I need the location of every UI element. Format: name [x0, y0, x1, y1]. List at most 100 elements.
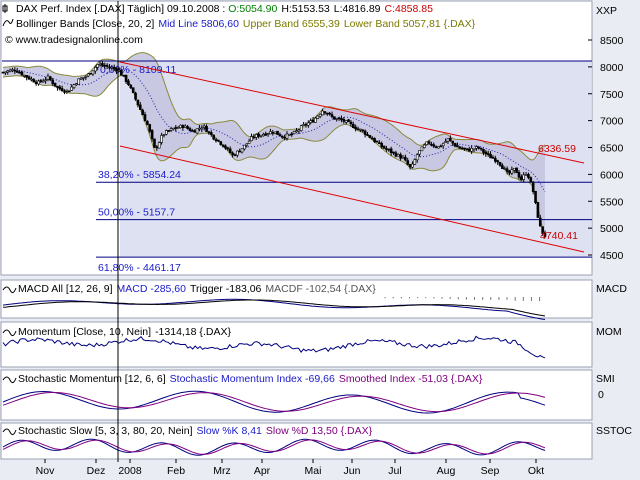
x-tick-label: Okt: [528, 465, 544, 477]
candle-body: [373, 138, 376, 143]
channel-lower-line: [119, 145, 585, 253]
candle-body: [399, 154, 402, 159]
candle-body: [418, 150, 421, 155]
candle-body: [172, 127, 175, 130]
sstoc-axis-label: SSTOC: [596, 425, 632, 437]
macd-icon: [2, 286, 17, 294]
y-tick-label: 7500: [600, 89, 624, 101]
candle-body: [392, 151, 395, 154]
candle-body: [96, 64, 99, 68]
candle-body: [449, 138, 452, 141]
candle-body: [508, 170, 511, 174]
candle-body: [302, 124, 305, 126]
candle-body: [463, 147, 466, 150]
y-tick-label: 6500: [600, 143, 624, 155]
candle-body: [404, 156, 407, 161]
candle-body: [63, 91, 66, 93]
candle-body: [333, 116, 336, 120]
candle-body: [138, 104, 142, 110]
smi-smoothed-line: [2, 392, 546, 413]
x-tick-label: Sep: [481, 465, 500, 477]
candle-body: [134, 92, 137, 100]
candle-body: [27, 76, 31, 80]
fib-label: 50,00% - 5157.7: [98, 207, 175, 219]
candle-body: [349, 121, 353, 125]
candle-body: [176, 127, 180, 129]
candle-body: [181, 125, 185, 129]
momentum-icon: [2, 329, 17, 337]
candle-body: [441, 143, 445, 146]
bollinger-legend-icon: [2, 18, 14, 27]
candle-body: [422, 144, 426, 148]
macd-axis-label: MACD: [596, 283, 627, 295]
candle-body: [11, 69, 14, 71]
candle-body: [451, 140, 454, 144]
x-tick-label: 2008: [118, 465, 142, 477]
candle-body: [380, 143, 383, 148]
smi-value: Stochastic Momentum Index -69,66: [170, 373, 335, 385]
candle-body: [41, 80, 45, 83]
candle-body: [186, 126, 189, 129]
candle-body: [219, 141, 223, 145]
candle-body: [408, 163, 412, 168]
candle-body: [188, 128, 192, 132]
candle-body: [247, 140, 251, 144]
candle-body: [432, 144, 436, 147]
candle-body: [129, 84, 133, 89]
candle-body: [143, 114, 147, 122]
candle-body: [60, 88, 64, 92]
candle-body: [254, 134, 258, 138]
candle-body: [359, 128, 362, 131]
candle-body: [257, 133, 260, 137]
candle-body: [444, 141, 447, 143]
candle-body: [401, 156, 405, 159]
candle-body: [328, 112, 331, 115]
candle-body: [387, 148, 391, 151]
candle-body: [136, 99, 140, 106]
macd-title-text: MACD All [12, 26, 9]: [18, 283, 113, 295]
header-low: L:4816.89: [334, 3, 381, 15]
candle-body: [512, 167, 516, 171]
candle-body: [292, 131, 296, 135]
x-tick-label: Jul: [388, 465, 401, 477]
candle-body: [283, 136, 286, 139]
header-prefix: DAX Perf. Index [.DAX] Täglich] 09.10.20…: [16, 3, 228, 15]
candle-body: [58, 86, 62, 90]
channel-upper-line: [119, 61, 585, 164]
x-tick-label: Mai: [305, 465, 322, 477]
candle-body: [250, 136, 253, 141]
candle-body: [67, 90, 71, 93]
candle-body: [467, 148, 471, 152]
candle-body: [280, 135, 284, 138]
candle-body: [311, 119, 315, 123]
channel-upper-label: 6336.59: [538, 143, 576, 155]
symbol-right: XXP: [596, 5, 617, 17]
x-tick-label: Feb: [167, 465, 185, 477]
candle-body: [314, 117, 317, 123]
candle-body: [536, 202, 540, 218]
candle-body: [479, 147, 483, 150]
candle-body: [475, 146, 478, 149]
candle-body: [411, 163, 414, 168]
candle-body: [510, 169, 514, 174]
y-tick-label: 7000: [600, 116, 624, 128]
candle-body: [110, 67, 114, 69]
header-close: C:4858.85: [385, 3, 434, 15]
candle-body: [271, 132, 275, 134]
candle-body: [15, 70, 19, 73]
candle-body: [84, 75, 88, 78]
candle-body: [520, 176, 523, 181]
smi-smoothed-value: Smoothed Index -51,03 {.DAX}: [339, 373, 483, 385]
sstoc-title: Stochastic Slow [5, 3, 3, 80, 20, Nein] S…: [18, 425, 373, 437]
candle-body: [503, 168, 507, 170]
candle-body: [288, 133, 291, 136]
candle-body: [51, 79, 55, 85]
candle-body: [217, 139, 220, 142]
momentum-title: Momentum [Close, 10, Nein] -1314,18 {.DAX…: [18, 326, 231, 338]
candle-body: [342, 119, 346, 122]
main-y-axis: 8500 8000 7500 7000 6500 6000 5500 5000 4500: [588, 35, 624, 262]
candle-body: [375, 140, 379, 143]
candle-body: [351, 123, 355, 128]
macd-title: MACD All [12, 26, 9] MACD -285,60 Trigger …: [18, 283, 376, 295]
